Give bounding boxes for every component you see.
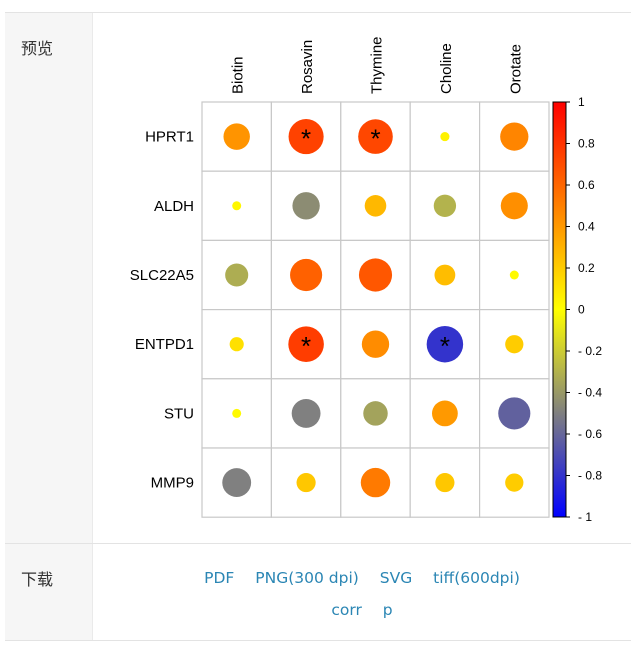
download-png-link[interactable]: PNG(300 dpi)	[255, 569, 359, 587]
colorbar-tick-label: 0.4	[578, 220, 595, 234]
download-corr-link[interactable]: corr	[331, 601, 362, 619]
correlation-circle	[358, 258, 393, 292]
grid-cell	[409, 101, 481, 172]
correlation-circle	[296, 473, 316, 493]
column-label: Thymine	[369, 36, 386, 94]
colorbar-tick-label: 1	[578, 95, 585, 109]
grid-cell	[479, 101, 550, 172]
column-label: Rosavin	[299, 40, 316, 94]
correlation-circle	[431, 400, 458, 427]
correlation-circle	[232, 201, 242, 211]
correlation-circle	[363, 401, 388, 426]
correlation-circle	[500, 122, 529, 151]
download-row-formats: PDF PNG(300 dpi) SVG tiff(600dpi)	[93, 562, 631, 594]
significance-mark: *	[440, 331, 450, 361]
colorbar-tick-label: - 0.2	[578, 344, 602, 358]
correlation-circle	[360, 467, 391, 498]
correlation-circle	[290, 258, 323, 292]
preview-label-column: 预览	[5, 13, 93, 544]
correlation-circle	[223, 123, 250, 150]
correlation-circle	[364, 195, 387, 217]
correlation-circle	[361, 330, 390, 358]
correlation-circle	[434, 264, 456, 286]
colorbar-tick-label: 0.2	[578, 261, 595, 275]
row-label: MMP9	[151, 475, 194, 492]
significance-mark: *	[301, 124, 311, 154]
colorbar-tick-label: - 0.6	[578, 427, 602, 441]
grid	[201, 101, 550, 518]
correlation-circle	[509, 270, 519, 280]
significance-mark: *	[370, 124, 380, 154]
correlation-circle	[225, 263, 249, 287]
colorbar-tick-label: - 1	[578, 510, 592, 524]
correlation-circle	[435, 473, 455, 493]
correlation-circle	[500, 192, 528, 220]
correlation-circle	[505, 473, 524, 492]
circles: * * * *	[222, 119, 531, 498]
download-panel: 下载 PDF PNG(300 dpi) SVG tiff(600dpi) cor…	[5, 543, 631, 641]
colorbar-tick-label: 0	[578, 303, 585, 317]
grid-cell	[340, 447, 411, 518]
download-links: PDF PNG(300 dpi) SVG tiff(600dpi) corr p	[93, 562, 631, 626]
correlation-circle	[433, 194, 457, 217]
row-label: HPRT1	[145, 129, 194, 146]
correlation-circle	[426, 325, 464, 363]
colorbar-tick-label: - 0.8	[578, 469, 602, 483]
correlation-circle	[440, 132, 450, 142]
correlation-circle	[291, 398, 321, 428]
download-label: 下载	[21, 570, 54, 589]
download-svg-link[interactable]: SVG	[379, 569, 413, 587]
row-labels: HPRT1 ALDH SLC22A5 ENTPD1 STU MMP9	[130, 129, 194, 492]
column-label: Orotate	[507, 44, 524, 94]
row-label: ENTPD1	[135, 336, 194, 353]
download-p-link[interactable]: p	[382, 601, 393, 619]
grid-cell	[201, 378, 273, 449]
preview-panel: 预览	[5, 12, 631, 544]
colorbar-tick-label: 0.8	[578, 137, 595, 151]
colorbar: 1 0.8 0.6 0.4 0.2 0 - 0.2 - 0.4 - 0.6 - 0.8 - 1	[552, 95, 602, 524]
column-label: Biotin	[230, 56, 247, 94]
download-row-tables: corr p	[93, 594, 631, 626]
colorbar-tick-label: 0.6	[578, 178, 595, 192]
row-label: ALDH	[154, 198, 194, 215]
correlation-circle	[288, 119, 324, 155]
colorbar-scale	[552, 101, 567, 518]
row-label: SLC22A5	[130, 267, 194, 284]
correlation-circle	[358, 119, 393, 154]
column-labels: Biotin Rosavin Thymine Choline Orotate	[230, 36, 525, 94]
correlation-circle	[292, 192, 320, 220]
column-label: Choline	[438, 43, 455, 94]
significance-mark: *	[301, 331, 311, 361]
correlation-circle	[498, 397, 531, 430]
download-tiff-link[interactable]: tiff(600dpi)	[433, 569, 520, 587]
correlation-circle	[288, 326, 324, 362]
correlation-circle	[222, 468, 252, 498]
download-label-column: 下载	[5, 544, 93, 640]
download-pdf-link[interactable]: PDF	[204, 569, 235, 587]
correlation-circle	[505, 335, 524, 354]
row-label: STU	[164, 405, 194, 422]
correlation-circle	[229, 337, 244, 352]
correlation-circle	[232, 408, 242, 418]
preview-label: 预览	[21, 39, 54, 58]
colorbar-tick-label: - 0.4	[578, 386, 602, 400]
